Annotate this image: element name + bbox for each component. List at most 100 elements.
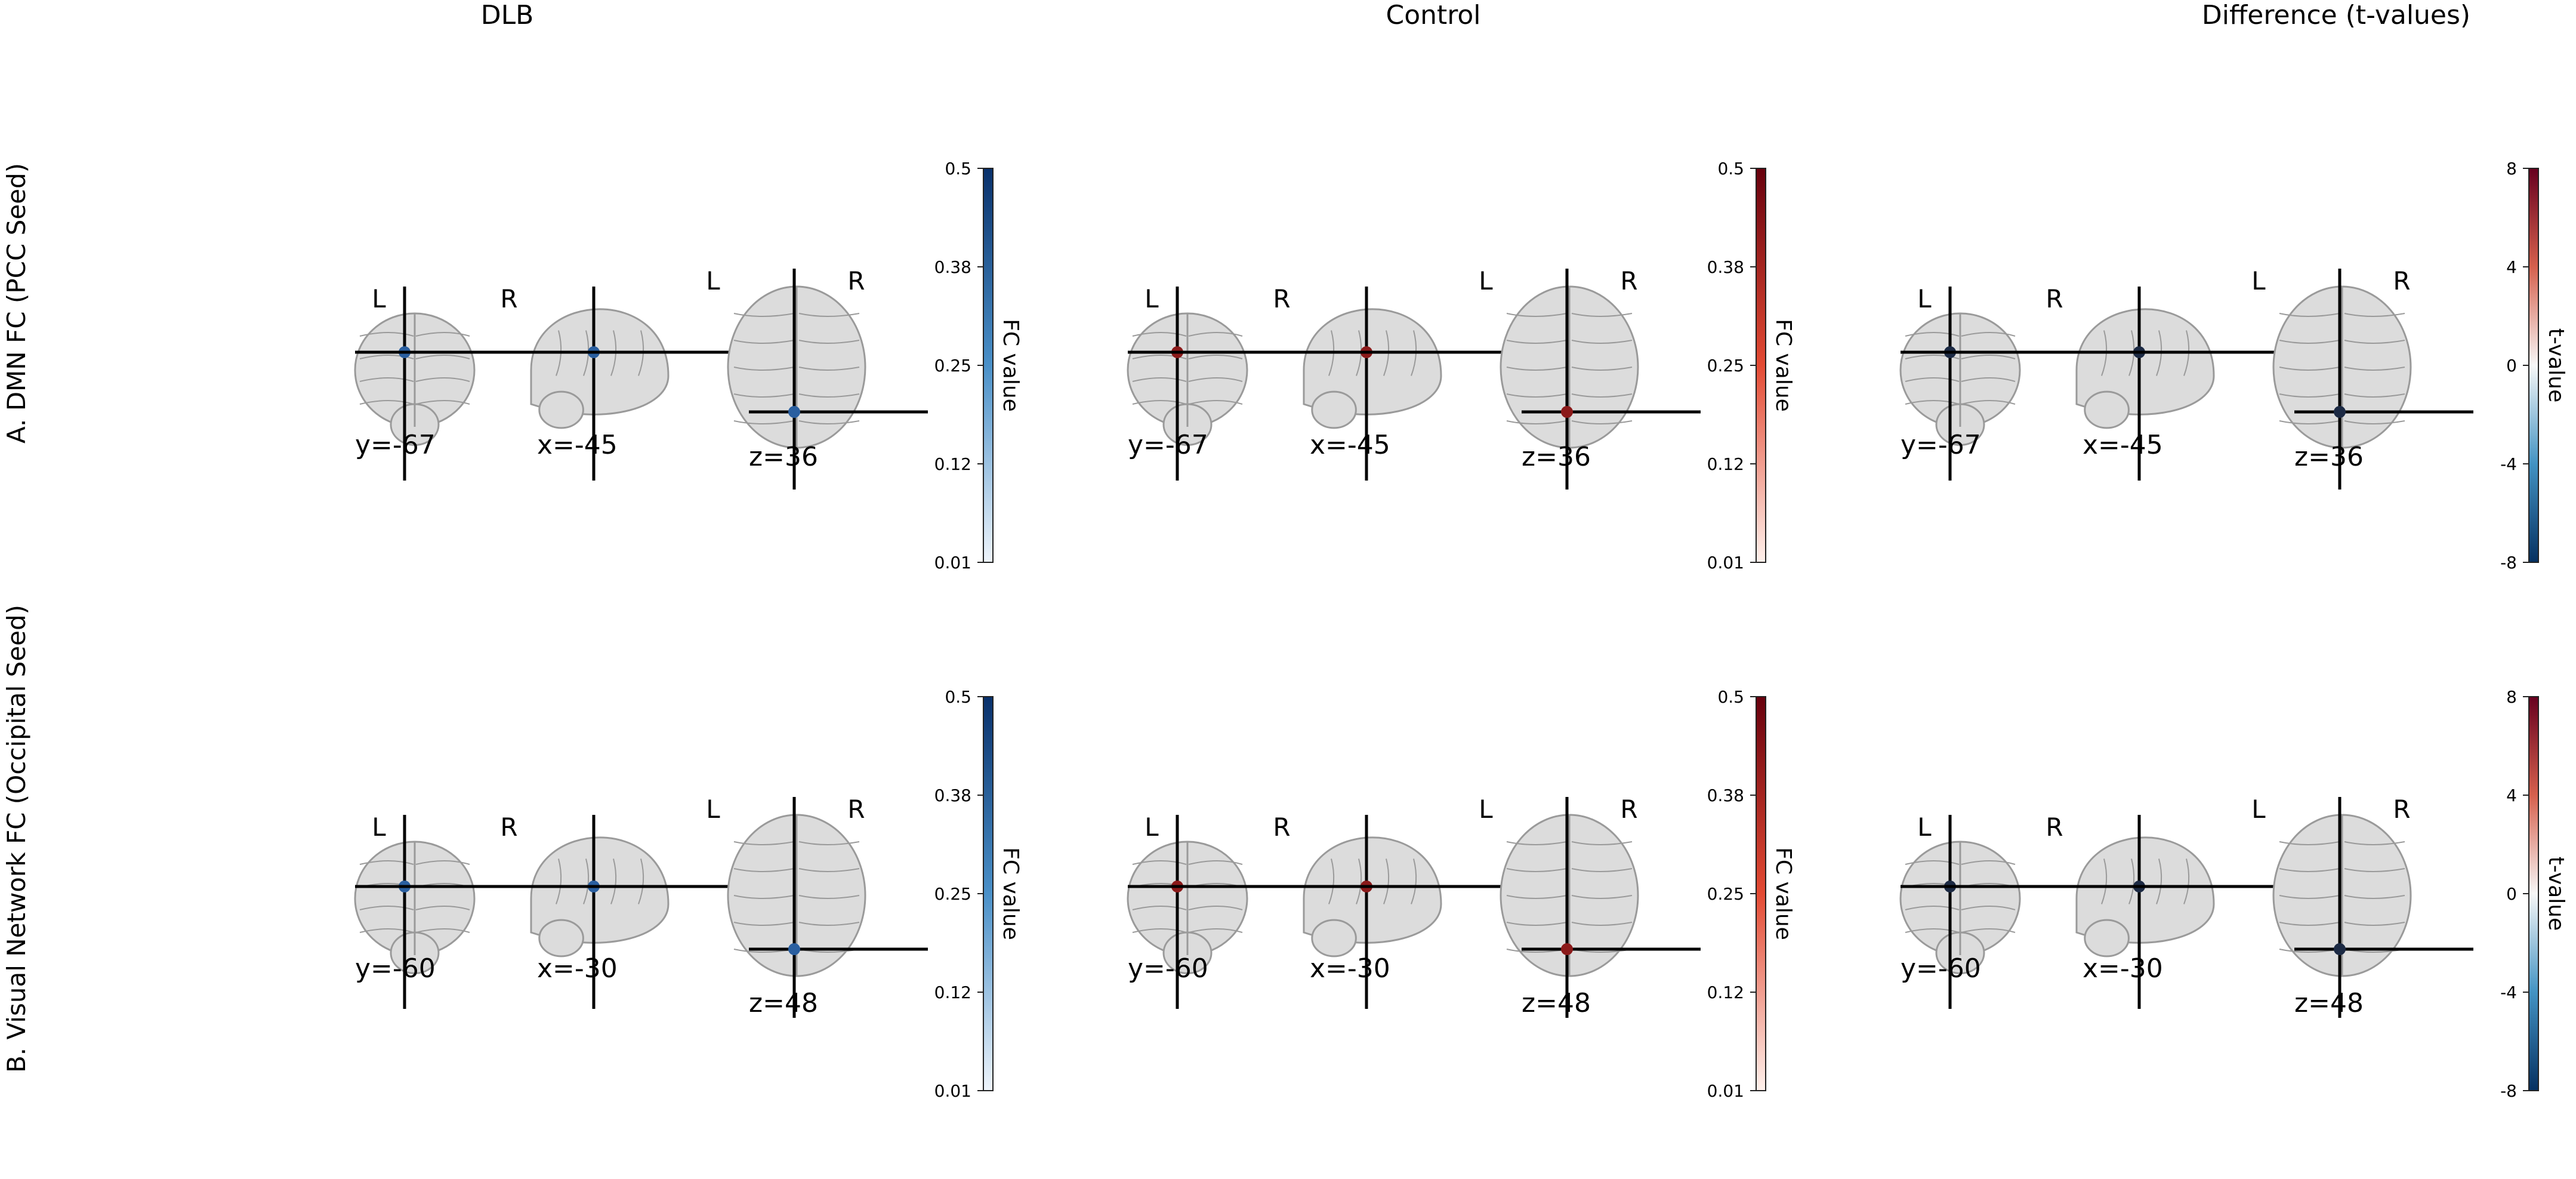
label-right-axial: R — [847, 266, 865, 295]
brain-sulcus — [798, 895, 860, 899]
brain-panel: L Ry=-67 x=-45 L Rz=36 — [354, 266, 928, 490]
brain-sulcus — [1961, 355, 2016, 359]
colorbar: 0.5 0.38 0.25 0.12 0.01 FC value — [1707, 159, 1796, 572]
colorbar-tick-label: 0.38 — [934, 786, 971, 805]
brain-sulcus — [1905, 377, 1960, 382]
colorbar-gradient — [2528, 696, 2539, 1091]
colorbar-tick-label: 0.25 — [934, 356, 971, 375]
colorbar-tick-label: 4 — [2506, 786, 2517, 805]
label-right-axial: R — [1620, 795, 1637, 824]
label-right-coronal: R — [2046, 812, 2063, 842]
colorbar: 8 4 0 -4 -8 t-value — [2500, 687, 2568, 1101]
colorbar-tick-label: 0.5 — [945, 687, 971, 707]
brain-sulcus — [733, 895, 795, 899]
brain-sulcus — [2183, 858, 2190, 904]
slice-coordinate-axial: z=48 — [1522, 988, 1591, 1018]
brain-sulcus — [1132, 332, 1187, 337]
label-left-axial: L — [2251, 266, 2266, 295]
brain-sulcus — [1383, 858, 1390, 904]
colorbar: 0.5 0.38 0.25 0.12 0.01 FC value — [934, 687, 1023, 1101]
colorbar-tick-label: 0 — [2506, 884, 2517, 904]
colorbar-tick-label: 0.01 — [934, 1081, 971, 1101]
label-right-axial: R — [2393, 266, 2410, 295]
brain-sulcus — [1188, 928, 1243, 933]
label-right-axial: R — [2393, 795, 2410, 824]
colorbar-tick-label: -8 — [2500, 1081, 2517, 1101]
colorbar-label: FC value — [998, 847, 1023, 940]
slice-coordinate-coronal: y=-67 — [1128, 430, 1208, 460]
label-right-coronal: R — [500, 812, 517, 842]
brain-sulcus — [1905, 355, 1960, 359]
colorbar-tick-label: 8 — [2506, 159, 2517, 178]
slice-coordinate-sagittal: x=-30 — [537, 953, 618, 984]
slice-coordinate-axial: z=36 — [749, 442, 818, 472]
brain-sulcus — [798, 367, 860, 371]
brain-sulcus — [1506, 895, 1568, 899]
brain-sulcus — [1188, 332, 1243, 337]
colorbar-label: FC value — [1771, 319, 1796, 412]
brain-sulcus — [359, 906, 414, 910]
brain-sulcus — [798, 868, 860, 872]
brain-sulcus — [1506, 922, 1568, 926]
label-left-axial: L — [2251, 795, 2266, 824]
brain-sulcus — [415, 860, 470, 865]
brain-sulcus — [798, 922, 860, 926]
slice-coordinate-coronal: y=-67 — [1901, 430, 1981, 460]
slice-coordinate-sagittal: x=-45 — [2083, 430, 2163, 460]
brain-sulcus — [1506, 868, 1568, 872]
brain-sulcus — [1506, 313, 1568, 317]
label-right-coronal: R — [1273, 812, 1290, 842]
colorbar: 0.5 0.38 0.25 0.12 0.01 FC value — [934, 159, 1023, 572]
slice-coordinate-sagittal: x=-30 — [2083, 953, 2163, 984]
brain-sulcus — [798, 393, 860, 398]
colorbar-tick-label: 0.38 — [1707, 257, 1744, 277]
brain-sulcus — [1571, 393, 1633, 398]
label-left-coronal: L — [372, 284, 386, 313]
brain-sulcus — [1506, 393, 1568, 398]
colorbar-tick-label: -4 — [2500, 454, 2517, 474]
brain-sulcus — [2344, 922, 2405, 926]
brain-sulcus — [733, 340, 795, 344]
brain-sulcus — [2344, 340, 2405, 344]
colorbar-tick-label: 0.12 — [934, 983, 971, 1002]
seed-marker — [788, 406, 800, 418]
brain-sulcus — [415, 332, 470, 337]
slice-coordinate-sagittal: x=-45 — [537, 430, 618, 460]
brain-sulcus — [1188, 377, 1243, 382]
column-title-control: Control — [1386, 0, 1480, 30]
colorbar-label: t-value — [2544, 328, 2568, 402]
brain-panel: L Ry=-60 x=-30 L Rz=48 — [1127, 795, 1701, 1018]
brain-sulcus — [1328, 858, 1335, 904]
brain-sulcus — [1506, 420, 1568, 424]
colorbar-tick-label: 0.5 — [1717, 687, 1744, 707]
label-left-axial: L — [1479, 795, 1493, 824]
brain-sulcus — [1571, 868, 1633, 872]
seed-marker — [2334, 406, 2346, 418]
brain-sulcus — [1132, 906, 1187, 910]
brain-sulcus — [2344, 868, 2405, 872]
colorbar-tick-label: 0.5 — [945, 159, 971, 178]
colorbar-tick-label: 0.38 — [1707, 786, 1744, 805]
brain-sulcus — [733, 313, 795, 317]
brain-sulcus — [359, 355, 414, 359]
brain-sulcus — [798, 420, 860, 424]
label-right-axial: R — [1620, 266, 1637, 295]
brain-sulcus — [1571, 841, 1633, 845]
brain-cerebellum — [1311, 919, 1357, 958]
colorbar-gradient — [1756, 168, 1766, 563]
brain-sulcus — [1188, 400, 1243, 405]
brain-sulcus — [733, 841, 795, 845]
column-title-difference: Difference (t-values) — [2202, 0, 2470, 30]
brain-sulcus — [2128, 858, 2135, 904]
seed-marker — [788, 943, 800, 955]
slice-coordinate-axial: z=48 — [749, 988, 818, 1018]
brain-sulcus — [1961, 860, 2016, 865]
brain-sulcus — [2101, 858, 2108, 904]
colorbar-label: FC value — [1771, 847, 1796, 940]
slice-coordinate-axial: z=48 — [2294, 988, 2364, 1018]
slice-coordinate-axial: z=36 — [1522, 442, 1591, 472]
colorbar: 0.5 0.38 0.25 0.12 0.01 FC value — [1707, 687, 1796, 1101]
brain-sulcus — [2279, 868, 2340, 872]
brain-sulcus — [610, 858, 617, 904]
brain-sulcus — [1961, 377, 2016, 382]
